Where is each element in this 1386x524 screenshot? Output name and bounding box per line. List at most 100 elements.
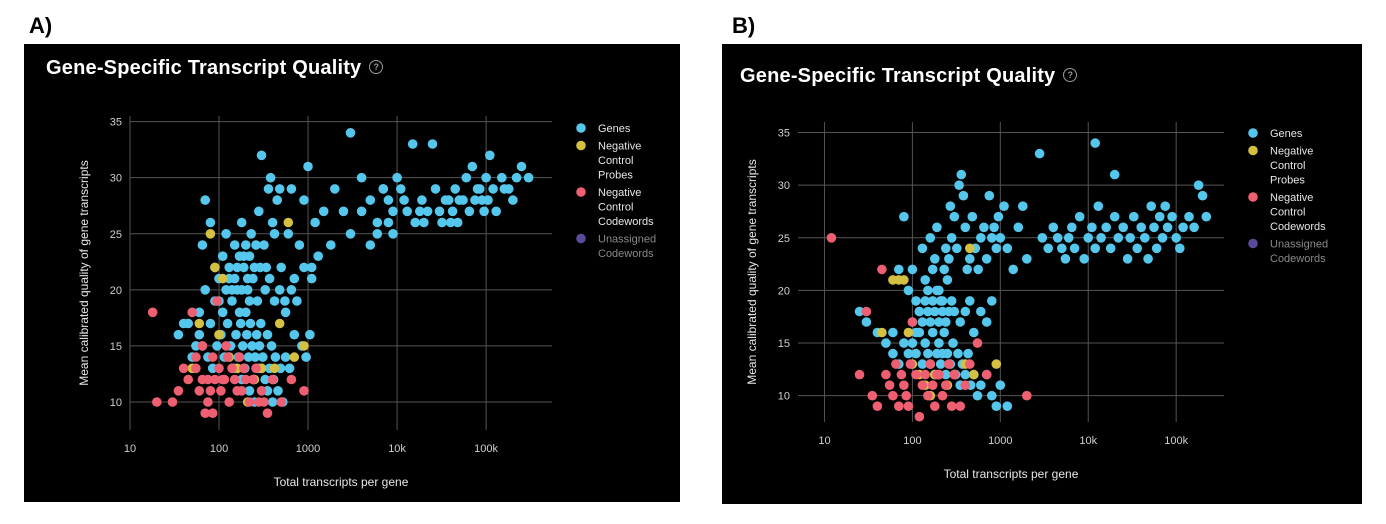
legend-marker[interactable] xyxy=(1248,238,1258,249)
data-point xyxy=(443,195,454,205)
data-point xyxy=(932,222,942,233)
data-point xyxy=(972,390,983,401)
legend-label[interactable]: Negative xyxy=(598,187,641,199)
data-point xyxy=(437,217,447,228)
legend-label[interactable]: Probes xyxy=(1270,175,1305,187)
data-point xyxy=(270,352,281,362)
data-point xyxy=(920,296,930,306)
data-point xyxy=(1052,233,1063,243)
data-point xyxy=(229,374,240,385)
data-point xyxy=(461,172,472,183)
data-point xyxy=(981,254,992,264)
legend-label[interactable]: Codewords xyxy=(1270,221,1326,233)
legend-label[interactable]: Unassigned xyxy=(598,234,656,246)
data-point xyxy=(1087,222,1097,233)
legend-label[interactable]: Control xyxy=(598,155,633,167)
data-point xyxy=(256,386,267,396)
legend-marker[interactable] xyxy=(576,140,586,151)
legend-marker[interactable] xyxy=(576,233,586,244)
data-point xyxy=(173,386,184,396)
legend-label[interactable]: Unassigned xyxy=(1270,239,1328,251)
data-point xyxy=(365,240,376,250)
legend-label[interactable]: Negative xyxy=(1270,146,1313,158)
legend-marker[interactable] xyxy=(1248,192,1258,202)
legend-label[interactable]: Genes xyxy=(598,123,631,135)
data-point xyxy=(1013,222,1024,233)
x-tick-label: 10 xyxy=(818,435,830,447)
data-point xyxy=(410,217,421,228)
data-point xyxy=(826,233,837,243)
data-point xyxy=(266,341,277,351)
panel-a-letter: A) xyxy=(29,13,53,38)
legend-label[interactable]: Negative xyxy=(598,141,641,153)
legend-label[interactable]: Genes xyxy=(1270,128,1303,140)
data-point xyxy=(242,285,253,295)
data-point xyxy=(927,327,938,338)
data-point xyxy=(881,338,891,348)
y-tick-label: 20 xyxy=(778,285,790,297)
data-point xyxy=(238,341,248,351)
data-point xyxy=(194,318,205,329)
panel-b: Gene-Specific Transcript Quality? 10 100 1… xyxy=(722,44,1362,504)
data-point xyxy=(167,397,178,407)
legend-label[interactable]: Control xyxy=(1270,160,1305,172)
legend-label[interactable]: Negative xyxy=(1270,192,1313,204)
data-point xyxy=(1063,233,1074,243)
data-point xyxy=(934,338,944,348)
data-point xyxy=(948,338,958,348)
data-point xyxy=(235,318,246,329)
data-point xyxy=(973,264,983,275)
data-point xyxy=(330,184,340,194)
help-icon[interactable]: ? xyxy=(1063,67,1078,82)
data-point xyxy=(227,363,237,374)
y-axis-label: Mean calibrated quality of gene transcri… xyxy=(745,159,759,384)
data-point xyxy=(937,390,948,401)
data-point xyxy=(274,285,285,295)
data-point xyxy=(976,306,986,317)
legend-label[interactable]: Probes xyxy=(598,170,633,182)
data-point xyxy=(383,195,394,205)
data-point xyxy=(1140,233,1150,243)
data-point xyxy=(1090,243,1100,254)
data-point xyxy=(267,217,278,228)
data-point xyxy=(907,264,918,275)
legend-label[interactable]: Codewords xyxy=(1270,253,1326,265)
data-point xyxy=(930,306,940,317)
data-point xyxy=(965,254,975,264)
legend-label[interactable]: Codewords xyxy=(598,248,654,260)
data-point xyxy=(861,317,872,327)
data-point xyxy=(958,190,969,201)
data-point xyxy=(207,352,218,362)
data-point xyxy=(888,348,898,359)
panel-a: Gene-Specific Transcript Quality? 10 100 1… xyxy=(24,44,680,502)
data-point xyxy=(239,363,249,374)
legend-marker[interactable] xyxy=(1248,145,1258,156)
data-point xyxy=(991,401,1002,412)
data-point xyxy=(923,306,933,317)
data-point xyxy=(946,233,957,243)
data-point xyxy=(1002,401,1013,412)
data-point xyxy=(911,348,921,359)
legend-marker[interactable] xyxy=(576,123,586,133)
legend-label[interactable]: Codewords xyxy=(598,216,654,228)
data-point xyxy=(955,317,965,327)
data-point xyxy=(901,390,911,401)
data-point xyxy=(251,363,261,374)
data-point xyxy=(248,273,258,284)
legend-label[interactable]: Control xyxy=(1270,207,1305,219)
data-point xyxy=(236,217,247,228)
legend-marker[interactable] xyxy=(1248,128,1258,138)
data-point xyxy=(303,161,313,172)
data-point xyxy=(286,285,297,295)
data-point xyxy=(269,363,280,374)
data-point xyxy=(1143,254,1153,264)
panel-b-title: Gene-Specific Transcript Quality? xyxy=(740,65,1078,88)
data-point xyxy=(914,306,925,317)
legend-marker[interactable] xyxy=(576,187,586,197)
data-point xyxy=(224,397,234,407)
data-point xyxy=(989,222,999,233)
legend-label[interactable]: Control xyxy=(598,202,633,214)
data-point xyxy=(262,329,273,340)
data-point xyxy=(187,307,197,318)
help-icon[interactable]: ? xyxy=(369,59,384,74)
